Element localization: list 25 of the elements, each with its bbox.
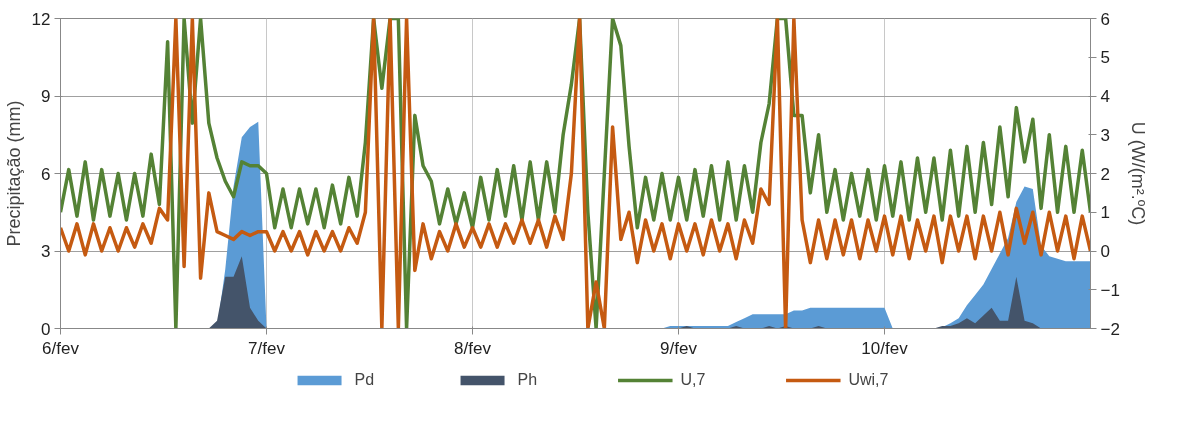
y-tick-label: 9	[41, 87, 51, 106]
x-tick-label: 8/fev	[454, 338, 492, 358]
y2-tick-label: 2	[1100, 164, 1110, 184]
y2-tick-label: −2	[1100, 319, 1120, 339]
y2-tick-label: 5	[1100, 48, 1110, 68]
y2-tick-label: 6	[1100, 9, 1110, 29]
y-tick-label: 12	[31, 9, 51, 29]
x-tick-label: 6/fev	[42, 338, 80, 358]
y2-tick-label: 1	[1100, 203, 1110, 223]
y2-tick-label: 4	[1100, 87, 1110, 106]
y-axis-title: Precipitação (mm)	[3, 100, 24, 247]
legend-label: Uwi,7	[848, 371, 889, 389]
y2-tick-label: 0	[1100, 242, 1110, 261]
y-tick-label: 0	[41, 319, 51, 339]
y2-tick-label: −1	[1100, 280, 1120, 300]
y-tick-label: 6	[41, 164, 51, 184]
x-tick-label: 7/fev	[248, 338, 286, 358]
legend-label: U,7	[680, 371, 706, 389]
x-tick-label: 10/fev	[861, 338, 909, 358]
y2-tick-label: 3	[1100, 125, 1110, 145]
legend-label: Ph	[517, 371, 538, 389]
y2-axis-title: U (W/(m².ºC)	[1127, 121, 1148, 226]
x-tick-label: 9/fev	[660, 338, 698, 358]
legend-label: Pd	[354, 371, 375, 389]
y-tick-label: 3	[41, 242, 51, 261]
